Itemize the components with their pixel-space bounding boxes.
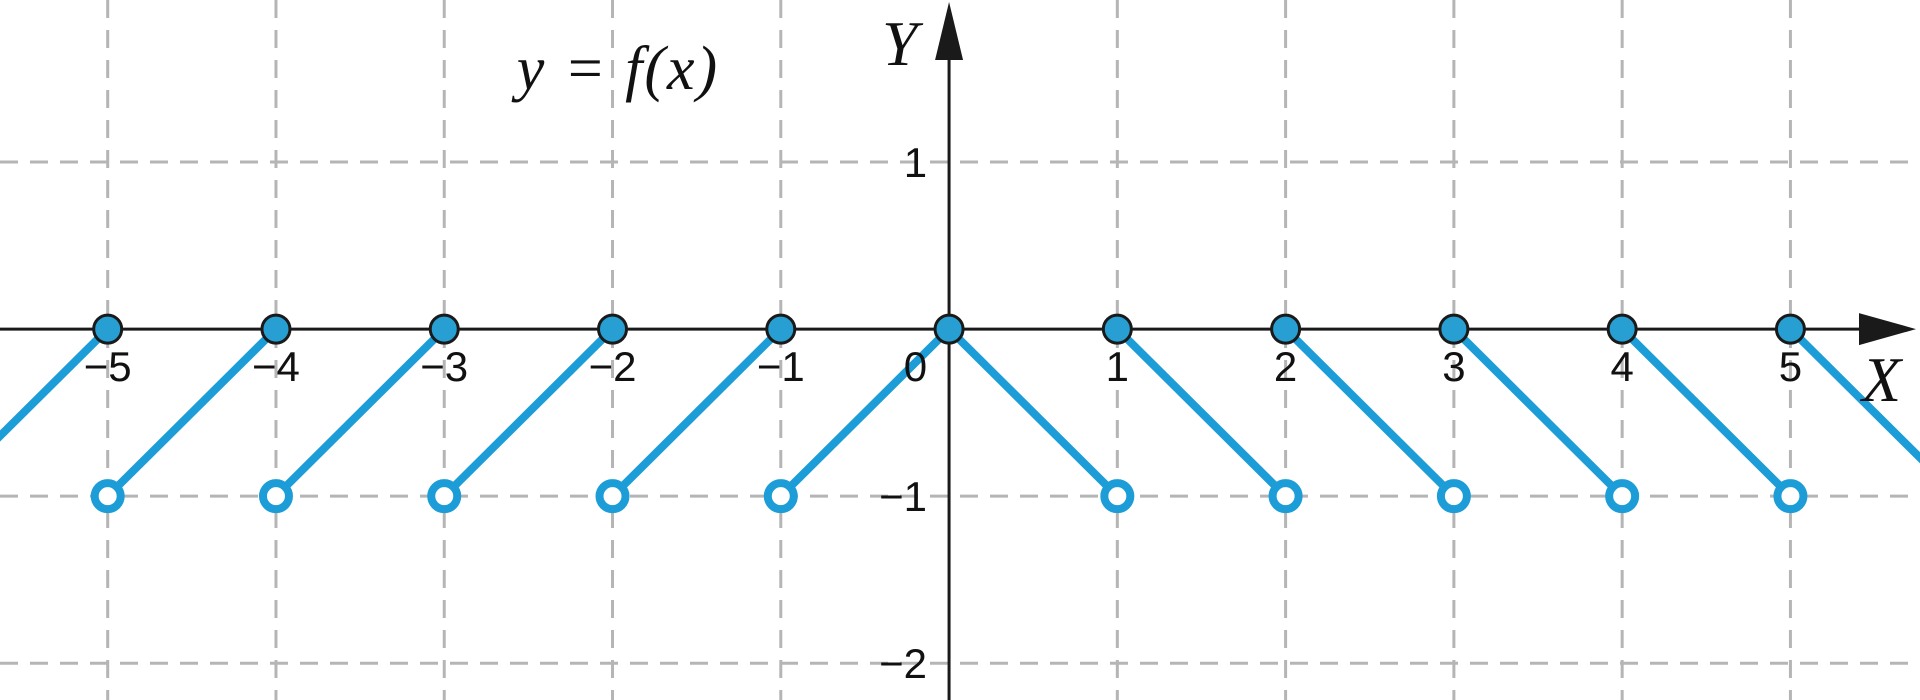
x-tick-label: 2 [1274,343,1297,390]
open-point [427,479,462,514]
x-axis-label: X [1862,344,1902,415]
open-point [1100,479,1135,514]
filled-point [260,313,292,345]
y-axis-label: Y [882,8,918,79]
function-segments [0,326,1920,500]
function-segment [0,326,111,442]
function-segment [1619,326,1794,500]
function-segment [946,326,1121,500]
function-segment [104,326,279,500]
open-point [90,479,125,514]
function-segment [273,326,448,500]
plot-title: y = f(x) [516,35,720,103]
x-tick-label: 1 [1106,343,1129,390]
x-tick-label: −2 [589,343,637,390]
filled-point [1606,313,1638,345]
y-tick-label: −2 [879,640,927,687]
x-tick-label: −1 [757,343,805,390]
filled-point [597,313,629,345]
open-point [1436,479,1471,514]
y-tick-label: 1 [904,139,927,186]
function-segment [1282,326,1457,500]
filled-point [765,313,797,345]
y-tick-label: −1 [879,473,927,520]
function-segment [1114,326,1289,500]
filled-point [1101,313,1133,345]
function-segment [777,326,952,500]
function-segment [1787,326,1920,464]
filled-points-layer [92,313,1806,345]
filled-point [933,313,965,345]
filled-point [428,313,460,345]
filled-point [1774,313,1806,345]
x-tick-label: −5 [84,343,132,390]
filled-point [92,313,124,345]
function-segment [1451,326,1625,500]
x-tick-label: 4 [1610,343,1633,390]
open-points-layer [90,479,1808,514]
filled-point [1270,313,1302,345]
x-tick-label: 5 [1779,343,1802,390]
x-tick-label: −4 [252,343,300,390]
open-point [1268,479,1303,514]
x-axis-arrow-icon [1859,313,1916,346]
open-point [595,479,630,514]
open-point [1773,479,1808,514]
tick-labels-layer: −5 −4 −3 −2 −1 1 2 3 4 5 1 −1 −2 0 [84,139,1802,687]
filled-point [1438,313,1470,345]
open-point [1605,479,1640,514]
x-tick-label: −3 [420,343,468,390]
open-point [258,479,293,514]
y-axis-arrow-icon [935,2,964,60]
origin-tick-label: 0 [904,343,927,390]
open-point [763,479,798,514]
x-tick-label: 3 [1442,343,1465,390]
function-segment [441,326,616,500]
function-segment [609,326,784,500]
